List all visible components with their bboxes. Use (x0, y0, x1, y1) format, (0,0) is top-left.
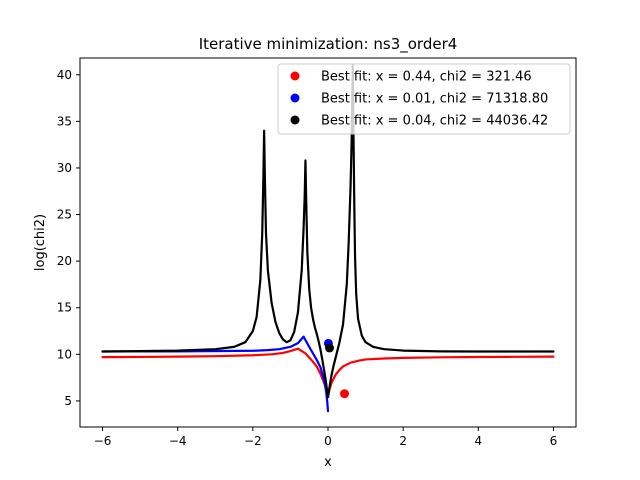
legend: Best fit: x = 0.44, chi2 = 321.46 Best fi… (277, 63, 571, 135)
x-tick-label: −4 (169, 434, 187, 448)
x-tick-label: 0 (324, 434, 332, 448)
y-tick-label: 5 (64, 394, 72, 408)
y-tick-label: 20 (57, 254, 72, 268)
legend-marker-2 (290, 115, 300, 125)
x-tick-label: 2 (399, 434, 407, 448)
y-axis-label: log(chi2) (33, 214, 48, 271)
series-lines (101, 64, 555, 413)
y-tick-label: 15 (57, 301, 72, 315)
y-tick-label: 30 (57, 161, 72, 175)
legend-label-0: Best fit: x = 0.44, chi2 = 321.46 (321, 70, 532, 85)
x-tick-label: 4 (474, 434, 482, 448)
x-axis-label: x (324, 455, 332, 470)
y-tick-label: 10 (57, 347, 72, 361)
y-tick-label: 35 (57, 114, 72, 128)
legend-marker-1 (290, 93, 300, 103)
y-tick-label: 40 (57, 68, 72, 82)
x-tick-label: 6 (550, 434, 558, 448)
x-tick-label: −2 (244, 434, 262, 448)
legend-label-2: Best fit: x = 0.04, chi2 = 44036.42 (321, 114, 548, 129)
x-tick-label: −6 (94, 434, 112, 448)
y-tick-label: 25 (57, 208, 72, 222)
y-axis-ticks: 5 10 15 20 25 30 35 40 (57, 68, 80, 408)
best-fit-points (323, 338, 350, 399)
legend-label-1: Best fit: x = 0.01, chi2 = 71318.80 (321, 92, 548, 107)
best-fit-point-0 (340, 389, 350, 399)
series-line-black (101, 64, 555, 399)
best-fit-point-2 (325, 343, 335, 353)
series-line-blue (101, 335, 330, 413)
x-axis-ticks: −6 −4 −2 0 2 4 6 (94, 427, 558, 448)
legend-marker-0 (290, 71, 300, 81)
chart-title: Iterative minimization: ns3_order4 (199, 35, 458, 54)
legend-box (277, 63, 571, 135)
